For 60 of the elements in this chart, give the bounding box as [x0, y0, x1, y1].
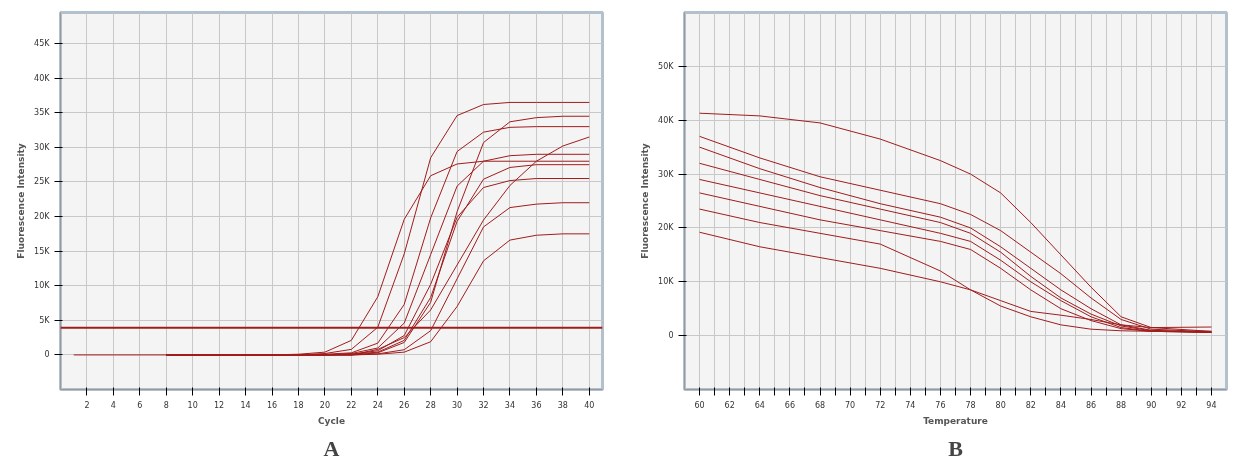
- x-tick-label: 18: [293, 400, 304, 410]
- y-tick-label: 45K: [34, 39, 51, 49]
- x-tick-label: 26: [399, 400, 410, 410]
- x-tick-label: 24: [372, 400, 383, 410]
- y-tick-label: 10K: [658, 277, 675, 287]
- x-tick-label: 22: [346, 400, 357, 410]
- x-tick-label: 12: [214, 400, 225, 410]
- x-tick-label: 94: [1206, 400, 1217, 410]
- x-tick-label: 40: [584, 400, 595, 410]
- x-tick-label: 62: [724, 400, 735, 410]
- x-tick-label: 72: [875, 400, 886, 410]
- x-tick-label: 60: [694, 400, 705, 410]
- x-tick-label: 32: [478, 400, 489, 410]
- x-tick-label: 78: [965, 400, 976, 410]
- x-tick-label: 84: [1055, 400, 1066, 410]
- x-tick-label: 86: [1085, 400, 1097, 410]
- y-tick-label: 30K: [658, 169, 675, 179]
- y-tick-label: 30K: [34, 142, 51, 152]
- x-tick-label: 92: [1176, 400, 1187, 410]
- y-tick-label: 25K: [34, 177, 51, 187]
- y-tick-label: 20K: [658, 223, 675, 233]
- x-axis-title: Cycle: [318, 415, 345, 426]
- x-tick-label: 88: [1116, 400, 1127, 410]
- x-tick-label: 36: [531, 400, 542, 410]
- x-tick-label: 8: [163, 400, 169, 410]
- text: A: [323, 435, 340, 461]
- y-axis-title: Fluorescence Intensity: [640, 143, 651, 259]
- y-tick-label: 40K: [658, 115, 675, 125]
- x-tick-label: 30: [452, 400, 463, 410]
- x-tick-label: 76: [935, 400, 946, 410]
- x-tick-label: 10: [187, 400, 198, 410]
- x-tick-label: 64: [754, 400, 765, 410]
- x-tick-label: 20: [319, 400, 330, 410]
- y-tick-label: 50K: [658, 61, 675, 71]
- x-tick-label: 38: [557, 400, 568, 410]
- text: B: [948, 435, 964, 461]
- x-tick-label: 90: [1146, 400, 1157, 410]
- x-tick-label: 82: [1025, 400, 1036, 410]
- y-tick-label: 20K: [34, 212, 51, 222]
- x-tick-label: 14: [240, 400, 251, 410]
- x-axis-title: Temperature: [923, 415, 988, 426]
- x-tick-label: 74: [905, 400, 916, 410]
- x-tick-label: 80: [995, 400, 1006, 410]
- x-tick-label: 70: [845, 400, 856, 410]
- x-tick-label: 28: [425, 400, 436, 410]
- y-tick-label: 15K: [34, 246, 51, 256]
- y-axis-title: Fluorescence Intensity: [16, 143, 27, 259]
- y-tick-label: 40K: [34, 73, 51, 83]
- x-tick-label: 2: [84, 400, 90, 410]
- x-tick-label: 16: [266, 400, 278, 410]
- x-tick-label: 4: [110, 400, 116, 410]
- y-tick-label: 0: [668, 331, 674, 341]
- x-tick-label: 34: [504, 400, 516, 410]
- y-tick-label: 0: [44, 350, 50, 360]
- y-tick-label: 35K: [34, 108, 51, 118]
- y-tick-label: 10K: [34, 281, 51, 291]
- x-tick-label: 6: [137, 400, 143, 410]
- x-tick-label: 68: [814, 400, 826, 410]
- y-tick-label: 5K: [39, 315, 51, 325]
- x-tick-label: 66: [784, 400, 795, 410]
